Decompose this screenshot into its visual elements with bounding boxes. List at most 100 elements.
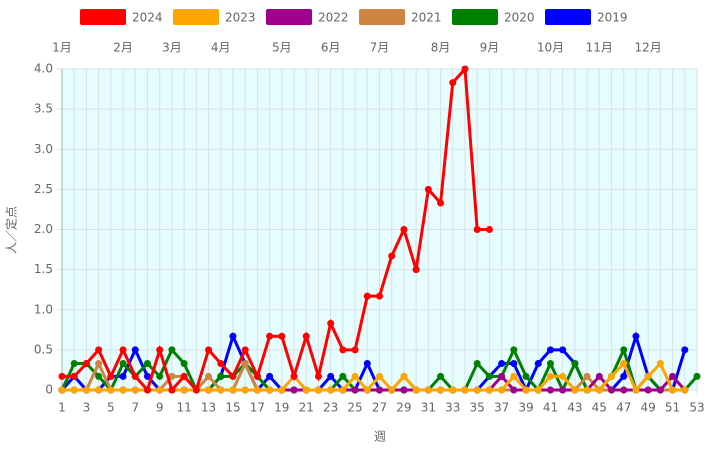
- y-tick-label: 4.0: [34, 62, 53, 76]
- data-point: [437, 386, 445, 394]
- month-label: 3月: [162, 41, 182, 55]
- x-tick-label: 5: [107, 401, 115, 415]
- data-point: [669, 372, 677, 380]
- x-tick-label: 37: [494, 401, 509, 415]
- x-axis-title: 週: [374, 430, 386, 444]
- data-point: [473, 360, 481, 368]
- data-point: [363, 292, 371, 300]
- data-point: [205, 346, 213, 354]
- x-tick-label: 11: [176, 401, 191, 415]
- data-point: [290, 386, 298, 394]
- data-point: [376, 292, 383, 300]
- data-point: [180, 386, 188, 394]
- data-point: [168, 372, 176, 380]
- x-tick-label: 45: [592, 401, 607, 415]
- data-point: [498, 386, 506, 394]
- x-tick-label: 53: [689, 401, 704, 415]
- data-point: [156, 372, 164, 380]
- data-point: [546, 372, 554, 380]
- data-point: [70, 386, 78, 394]
- legend-label: 2024: [132, 11, 163, 25]
- y-tick-label: 3.0: [34, 142, 53, 156]
- month-label: 11月: [586, 41, 613, 55]
- legend-label: 2019: [597, 11, 628, 25]
- x-tick-label: 49: [641, 401, 656, 415]
- data-point: [351, 386, 359, 394]
- data-point: [546, 386, 554, 394]
- data-point: [473, 386, 481, 394]
- x-tick-label: 35: [470, 401, 485, 415]
- legend-swatch: [173, 9, 219, 25]
- data-point: [107, 386, 115, 394]
- x-tick-label: 19: [274, 401, 289, 415]
- data-point: [229, 372, 237, 380]
- data-point: [119, 360, 127, 368]
- data-point: [143, 386, 151, 394]
- legend-swatch: [80, 9, 126, 25]
- data-point: [595, 386, 603, 394]
- data-point: [119, 386, 127, 394]
- data-point: [229, 332, 237, 340]
- data-point: [656, 386, 664, 394]
- data-point: [583, 372, 591, 380]
- x-tick-label: 9: [156, 401, 164, 415]
- data-point: [339, 372, 347, 380]
- data-point: [656, 360, 664, 368]
- data-point: [119, 346, 127, 354]
- x-tick-label: 17: [250, 401, 265, 415]
- data-point: [95, 360, 103, 368]
- month-label: 6月: [321, 41, 341, 55]
- month-label: 5月: [272, 41, 292, 55]
- data-point: [241, 386, 249, 394]
- data-point: [168, 346, 176, 354]
- data-point: [669, 386, 677, 394]
- x-tick-label: 13: [201, 401, 216, 415]
- data-point: [681, 386, 689, 394]
- y-tick-label: 2.5: [34, 182, 53, 196]
- x-tick-label: 51: [665, 401, 680, 415]
- data-point: [644, 386, 652, 394]
- x-tick-label: 23: [323, 401, 338, 415]
- data-point: [498, 372, 506, 380]
- month-label: 7月: [370, 41, 390, 55]
- data-point: [58, 372, 66, 380]
- data-point: [192, 386, 200, 394]
- data-point: [363, 360, 371, 368]
- legend-label: 2022: [318, 11, 349, 25]
- series-line: [62, 360, 685, 393]
- data-point: [217, 360, 225, 368]
- data-point: [412, 386, 420, 394]
- data-point: [546, 360, 554, 368]
- data-point: [327, 386, 335, 394]
- legend-swatch: [545, 9, 591, 25]
- data-point: [327, 372, 335, 380]
- x-tick-label: 21: [299, 401, 314, 415]
- data-point: [437, 372, 445, 380]
- data-point: [644, 372, 652, 380]
- data-point: [546, 346, 554, 354]
- data-point: [400, 226, 408, 233]
- data-point: [339, 346, 347, 354]
- data-point: [266, 372, 274, 380]
- data-point: [461, 386, 469, 394]
- data-point: [571, 386, 579, 394]
- x-tick-label: 43: [567, 401, 582, 415]
- month-label: 2月: [113, 41, 133, 55]
- x-tick-label: 25: [347, 401, 362, 415]
- data-point: [620, 372, 628, 380]
- data-point: [473, 226, 481, 233]
- y-tick-label: 3.5: [34, 102, 53, 116]
- x-tick-label: 3: [83, 401, 91, 415]
- data-point: [82, 386, 90, 394]
- data-point: [278, 332, 286, 340]
- data-point: [339, 386, 347, 394]
- x-tick-label: 47: [616, 401, 631, 415]
- data-point: [388, 386, 396, 394]
- data-point: [583, 386, 591, 394]
- data-point: [266, 332, 274, 340]
- data-point: [424, 185, 432, 193]
- month-label: 12月: [635, 41, 662, 55]
- data-point: [82, 360, 90, 368]
- data-point: [205, 372, 213, 380]
